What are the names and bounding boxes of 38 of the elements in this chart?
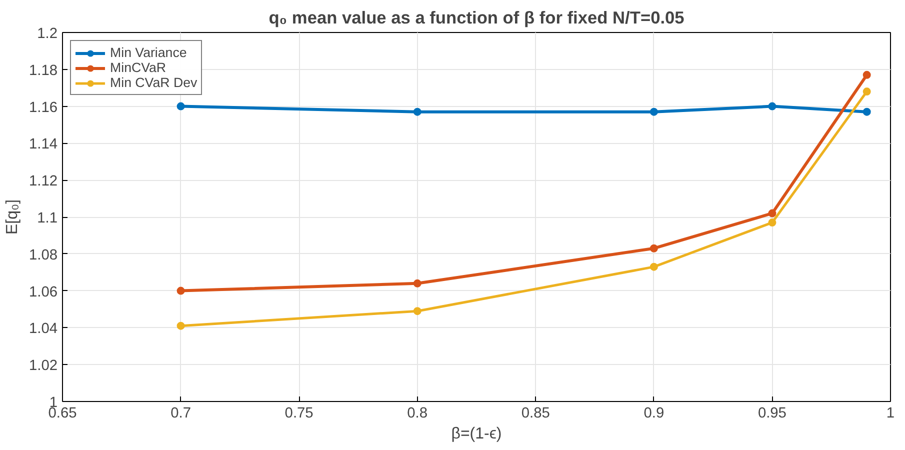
x-tick-label: 0.95 [758,406,786,422]
point [650,108,658,116]
legend-label: Min CVaR Dev [110,75,198,90]
point [176,102,185,110]
point [176,322,185,330]
x-tick-label: 0.8 [407,406,428,422]
y-tick-label: 1.2 [37,26,58,42]
point [413,108,422,116]
y-tick-label: 1.06 [28,284,58,300]
y-tick-label: 1.18 [28,62,58,79]
point [176,286,185,295]
y-tick-label: 1.08 [28,247,58,264]
point [768,218,776,227]
point [650,244,658,252]
y-tick-label: 1.16 [28,100,58,116]
x-tick-label: 0.9 [644,406,664,422]
y-tick-label: 1.12 [28,174,58,190]
legend-label: Min Variance [110,45,187,60]
point [413,279,422,288]
x-tick-label: 0.7 [170,406,191,422]
chart-title: q₀ mean value as a function of β for fixed N/T=0.05 [268,8,685,28]
y-tick-label: 1.02 [28,358,58,374]
y-tick-label: 1.14 [28,136,58,153]
point [413,307,422,316]
point [768,209,776,218]
point [862,70,871,79]
point [862,108,871,116]
point [768,102,776,110]
y-axis-title: E[q₀] [4,199,21,235]
point [862,88,871,96]
point [650,262,658,271]
x-tick-label: 0.85 [521,406,550,422]
x-axis-title: β=(1-ϵ) [451,426,502,442]
y-tick-label: 1.1 [37,210,58,226]
x-tick-label: 0.75 [284,406,314,422]
x-tick-label: 1 [886,406,895,422]
y-tick-label: 1.04 [28,321,58,338]
legend-label: MinCVaR [110,60,166,75]
